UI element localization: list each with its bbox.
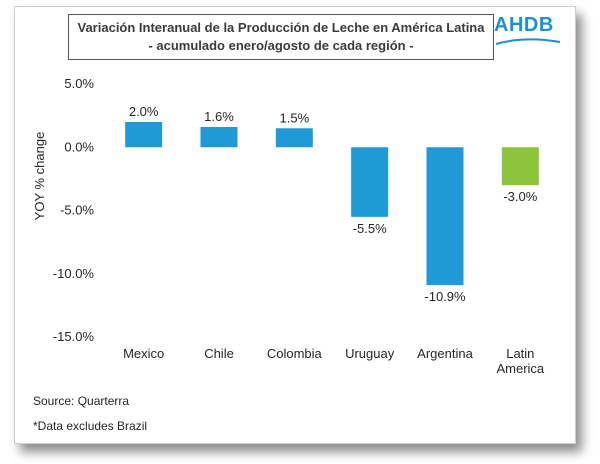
y-axis: 5.0% 0.0% -5.0% -10.0% -15.0%	[53, 76, 95, 344]
x-category-label: Chile	[204, 346, 234, 361]
data-label: 1.5%	[280, 110, 310, 125]
x-category-label: America	[496, 361, 544, 376]
data-label: -10.9%	[424, 289, 466, 304]
bars	[125, 121, 539, 286]
data-labels: 2.0% 1.6% 1.5% -5.5% -10.9% -3.0%	[129, 104, 538, 304]
x-category-label: Argentina	[417, 346, 473, 361]
bar-uruguay	[351, 147, 389, 217]
y-tick-label: 5.0%	[64, 76, 94, 91]
source-note: Source: Quarterra	[33, 394, 130, 408]
x-category-label: Uruguay	[345, 346, 395, 361]
bar-mexico	[125, 121, 163, 148]
x-category-label: Latin	[506, 346, 534, 361]
bar-chile	[200, 127, 238, 148]
chart-title-box: Variación Interanual de la Producción de…	[68, 14, 494, 60]
bar-colombia	[275, 128, 313, 148]
logo-text: AHDB	[494, 14, 554, 36]
y-tick-label: -10.0%	[53, 266, 95, 281]
x-category-label: Mexico	[123, 346, 164, 361]
x-category-label: Colombia	[267, 346, 323, 361]
footnote: *Data excludes Brazil	[33, 419, 148, 433]
chart-frame	[14, 6, 576, 444]
data-label: 2.0%	[129, 104, 159, 119]
x-axis-labels: Mexico Chile Colombia Uruguay Argentina Latin…	[123, 346, 545, 376]
chart-title-line2: - acumulado enero/agosto de cada región …	[148, 38, 414, 53]
bar-latin-america	[501, 147, 539, 186]
ahdb-logo: AHDB	[494, 14, 564, 45]
chart-title-line1: Variación Interanual de la Producción de…	[77, 20, 485, 35]
logo-swoosh-icon	[495, 38, 561, 45]
y-tick-label: -15.0%	[53, 329, 95, 344]
y-tick-label: -5.0%	[60, 203, 94, 218]
data-label: -3.0%	[503, 189, 537, 204]
data-label: 1.6%	[204, 109, 234, 124]
y-axis-label: YOY % change	[32, 132, 47, 221]
data-label: -5.5%	[353, 221, 387, 236]
bar-argentina	[426, 147, 464, 286]
y-tick-label: 0.0%	[64, 139, 94, 154]
